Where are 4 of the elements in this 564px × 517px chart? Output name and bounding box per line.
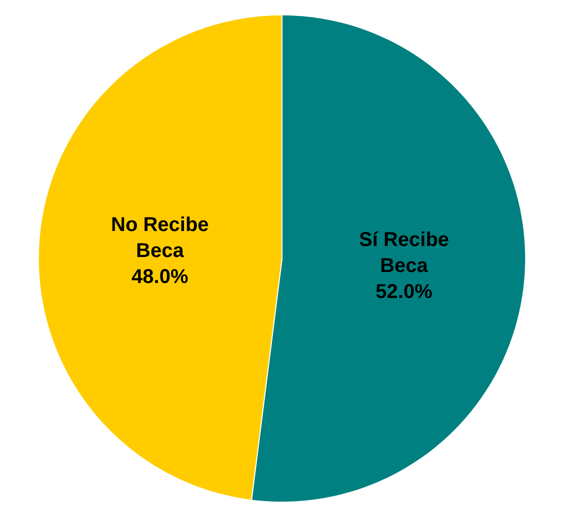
slice-label: Sí Recibe Beca <box>359 229 450 277</box>
slice-label: No Recibe Beca <box>111 214 209 262</box>
data-label: 48.0% <box>132 266 188 288</box>
data-label: 52.0% <box>376 281 433 303</box>
